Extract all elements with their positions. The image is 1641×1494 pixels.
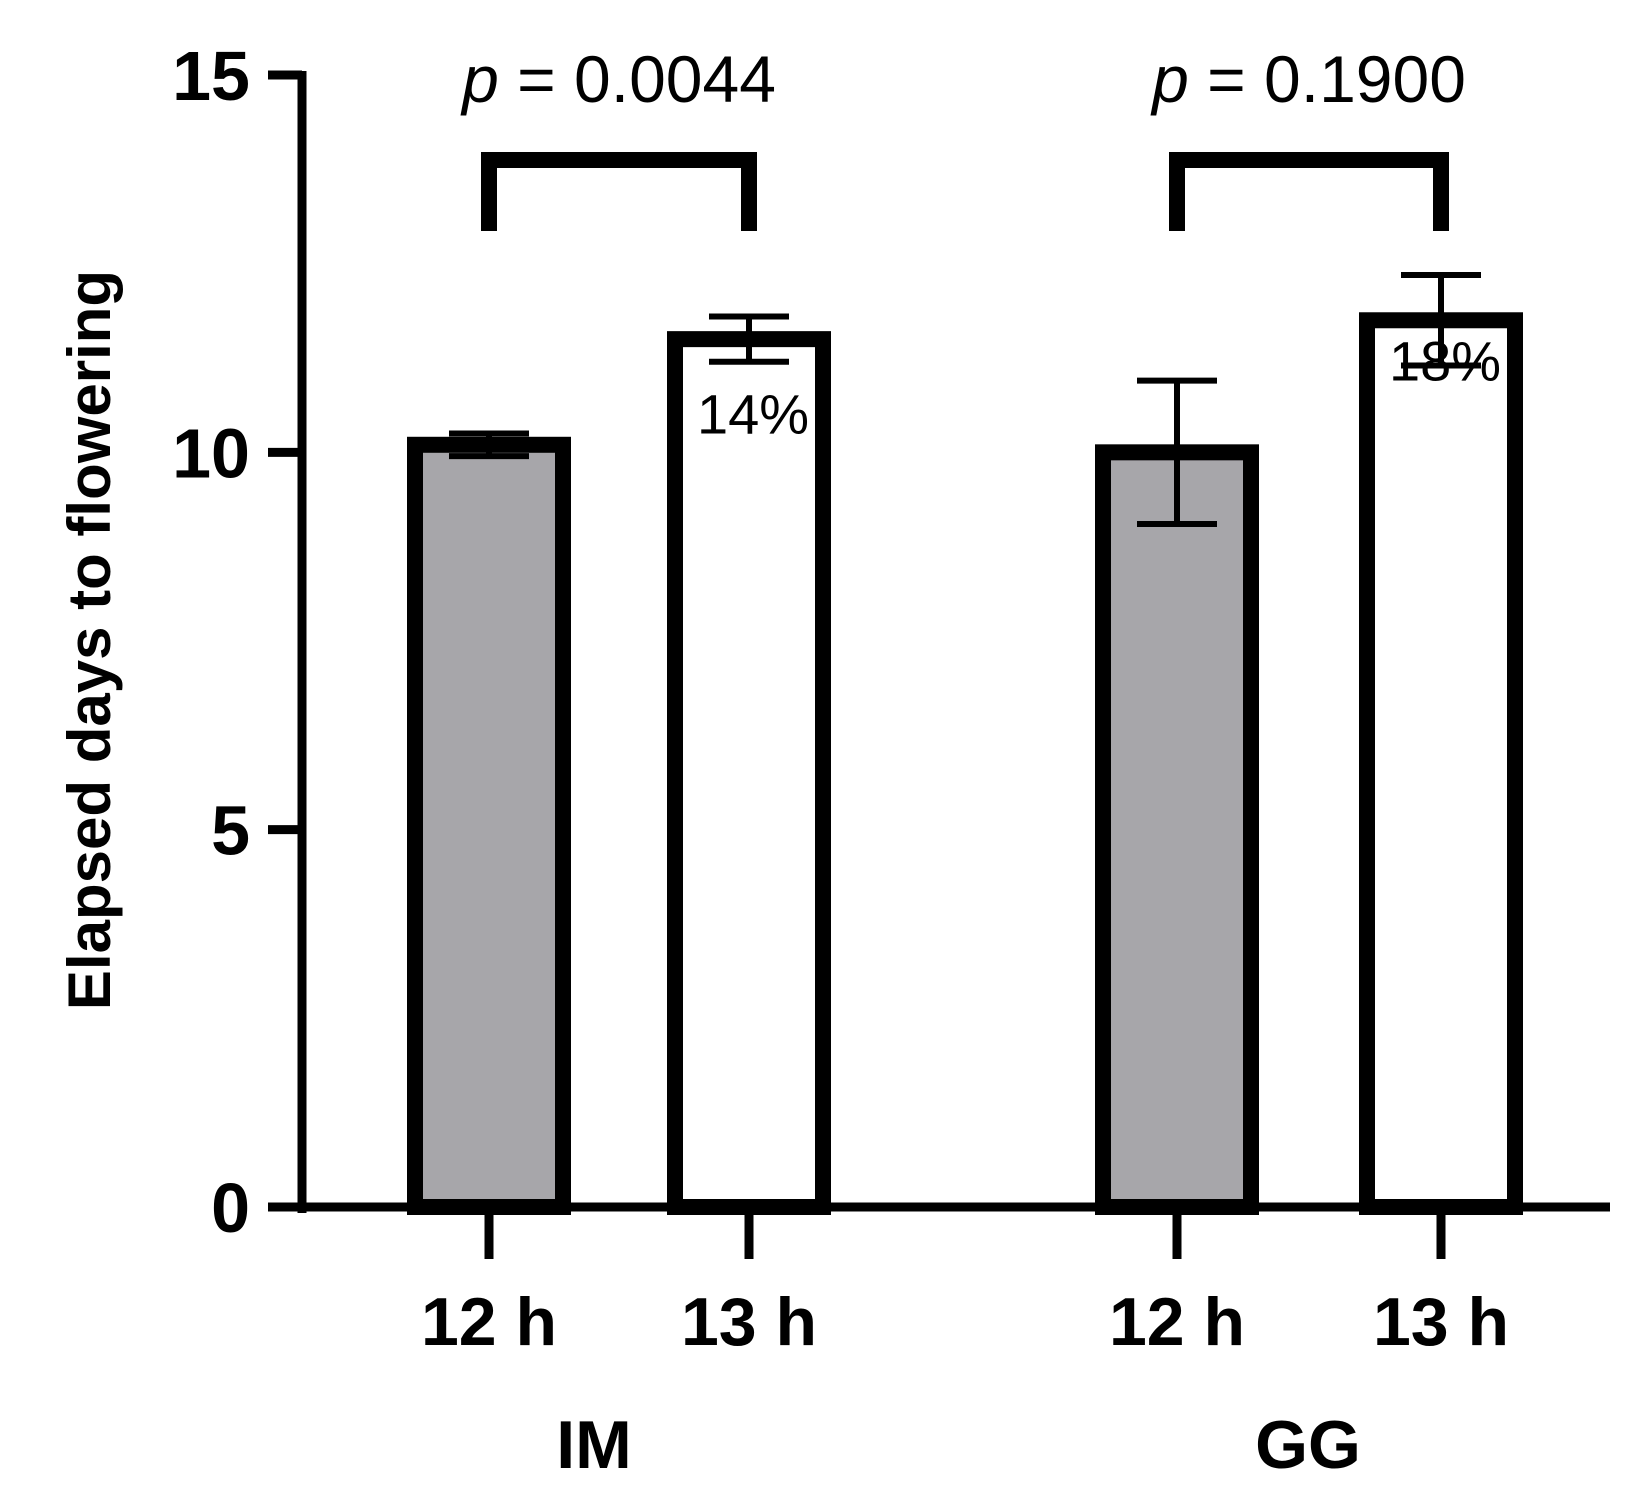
y-axis-title: Elapsed days to flowering bbox=[56, 270, 123, 1010]
group-label-im: IM bbox=[556, 1407, 632, 1483]
percent-label-im-13h: 14% bbox=[697, 382, 809, 445]
p-value-label-im: p = 0.0044 bbox=[460, 42, 776, 116]
bar-im-12h bbox=[407, 436, 571, 1215]
p-symbol: p bbox=[1150, 42, 1189, 116]
y-tick-label-15: 15 bbox=[172, 37, 250, 115]
annotations-layer: 14% p = 0.0044 18% p = 0.1900 bbox=[460, 42, 1501, 445]
bars-layer bbox=[407, 271, 1523, 1216]
x-tick-label-gg-12h: 12 h bbox=[1109, 1284, 1245, 1360]
y-tick-label-0: 0 bbox=[211, 1169, 250, 1247]
bar-gg-12h bbox=[1095, 444, 1259, 1216]
x-tick-label-gg-13h: 13 h bbox=[1373, 1284, 1509, 1360]
p-value-label-gg: p = 0.1900 bbox=[1150, 42, 1466, 116]
p-value-text: = 0.0044 bbox=[499, 42, 776, 116]
bar-gg-13h bbox=[1359, 312, 1523, 1215]
significance-bracket-gg bbox=[1169, 152, 1449, 231]
percent-label-gg-13h: 18% bbox=[1389, 330, 1501, 393]
bar-im-13h bbox=[667, 331, 831, 1215]
group-label-gg: GG bbox=[1255, 1407, 1361, 1483]
x-tick-label-im-12h: 12 h bbox=[421, 1284, 557, 1360]
p-value-text: = 0.1900 bbox=[1189, 42, 1466, 116]
p-symbol: p bbox=[460, 42, 499, 116]
y-tick-label-10: 10 bbox=[172, 414, 250, 492]
significance-bracket-im bbox=[481, 152, 757, 231]
y-tick-label-5: 5 bbox=[211, 792, 250, 870]
y-axis-title-group: Elapsed days to flowering bbox=[56, 270, 123, 1010]
x-tick-label-im-13h: 13 h bbox=[681, 1284, 817, 1360]
